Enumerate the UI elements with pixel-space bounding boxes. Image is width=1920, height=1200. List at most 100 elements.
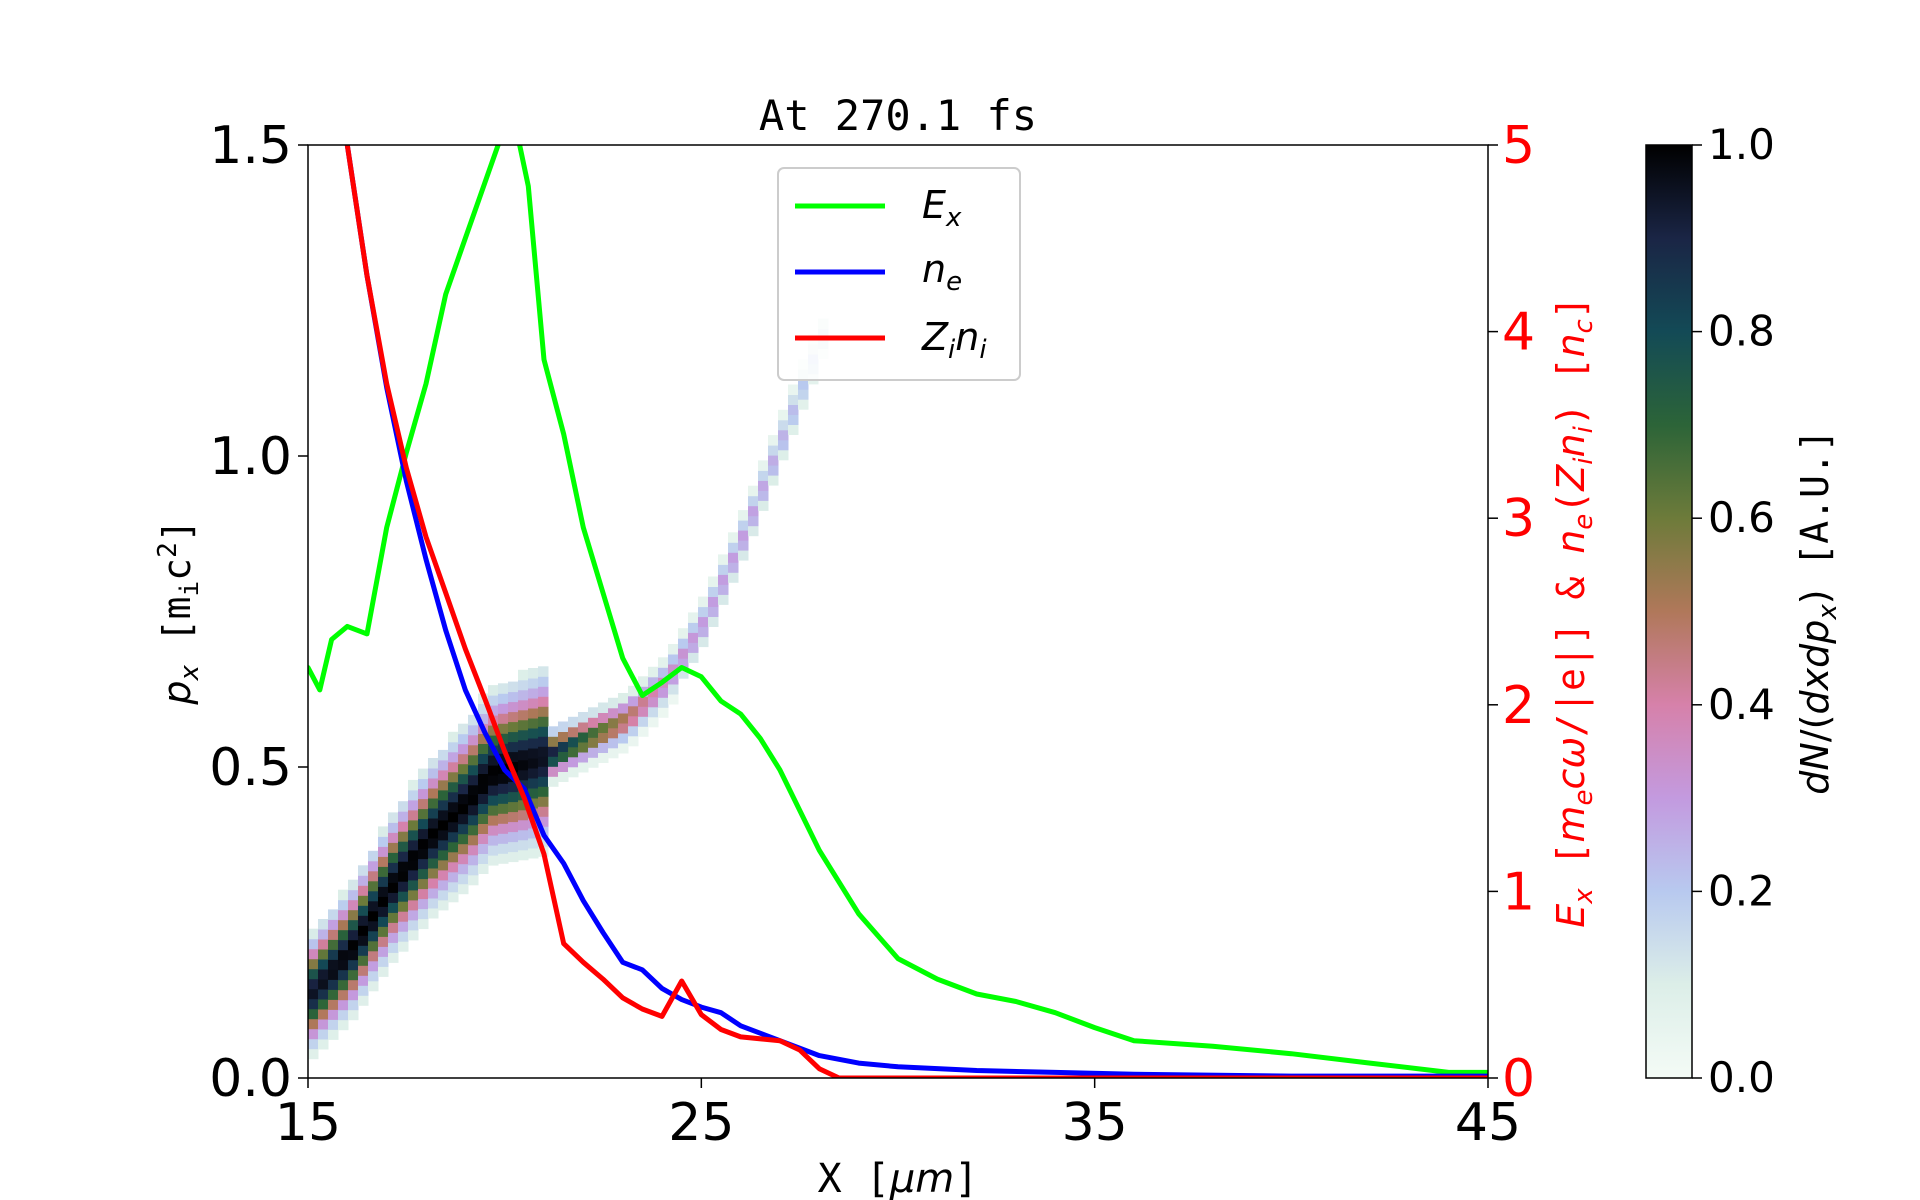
- heatmap-cell: [318, 989, 329, 1000]
- heatmap-cell: [408, 859, 419, 871]
- heatmap-cell: [728, 572, 739, 583]
- heatmap-cell: [478, 853, 489, 864]
- heatmap-cell: [488, 735, 499, 746]
- heatmap-cell: [328, 909, 339, 920]
- heatmap-cell: [328, 1019, 339, 1030]
- heatmap-cell: [498, 823, 509, 834]
- heatmap-cell: [348, 889, 359, 901]
- heatmap-cell: [378, 916, 389, 927]
- heatmap-cell: [448, 871, 459, 883]
- heatmap-cell: [428, 758, 439, 769]
- heatmap-cell: [788, 414, 799, 425]
- heatmap-cell: [348, 879, 359, 891]
- heatmap-cell: [778, 419, 789, 431]
- heatmap-cell: [628, 735, 639, 747]
- heatmap-cell: [418, 768, 429, 780]
- heatmap-cell: [518, 809, 529, 821]
- heatmap-cell: [388, 892, 399, 903]
- heatmap-cell: [368, 850, 379, 862]
- heatmap-cell: [308, 988, 319, 1000]
- heatmap-cell: [788, 384, 799, 395]
- heatmap-cell: [408, 809, 419, 821]
- heatmap-cell: [698, 596, 709, 608]
- heatmap-cell: [418, 888, 429, 900]
- heatmap-cell: [538, 726, 549, 737]
- heatmap-cell: [398, 941, 409, 952]
- heatmap-cell: [508, 781, 519, 793]
- heatmap-cell: [328, 929, 339, 940]
- heatmap-cell: [468, 774, 479, 786]
- heatmap-cell: [398, 821, 409, 832]
- heatmap-cell: [328, 979, 339, 990]
- heatmap-cell: [368, 970, 379, 982]
- heatmap-cell: [398, 891, 409, 902]
- heatmap-cell: [638, 686, 649, 697]
- heatmap-cell: [538, 756, 549, 767]
- heatmap-cell: [758, 480, 769, 491]
- heatmap-cell: [468, 784, 479, 796]
- heatmap-cell: [608, 727, 619, 739]
- heatmap-cell: [428, 838, 439, 849]
- heatmap-cell: [348, 919, 359, 931]
- heatmap-cell: [488, 685, 499, 696]
- heatmap-cell: [568, 766, 579, 778]
- heatmap-cell: [348, 899, 359, 911]
- heatmap-cell: [508, 801, 519, 813]
- heatmap-cell: [408, 909, 419, 921]
- heatmap-cell: [528, 758, 539, 769]
- heatmap-cell: [338, 899, 349, 911]
- heatmap-cell: [378, 936, 389, 947]
- heatmap-cell: [418, 858, 429, 870]
- heatmap-cell: [318, 999, 329, 1010]
- heatmap-cell: [458, 773, 469, 785]
- heatmap-cell: [518, 669, 529, 681]
- heatmap-cell: [388, 852, 399, 863]
- heatmap-cell: [388, 872, 399, 883]
- heatmap-cell: [418, 778, 429, 790]
- heatmap-cell: [338, 999, 349, 1011]
- heatmap-cell: [408, 849, 419, 861]
- heatmap-cell: [348, 939, 359, 951]
- heatmap-cell: [638, 726, 649, 737]
- heatmap-cell: [608, 707, 619, 719]
- heatmap-cell: [338, 919, 349, 931]
- heatmap-cell: [328, 1029, 339, 1040]
- heatmap-cell: [378, 906, 389, 917]
- heatmap-cell: [658, 697, 669, 708]
- heatmap-cell: [528, 768, 539, 779]
- heatmap-cell: [578, 762, 589, 773]
- heatmap-cell: [518, 709, 529, 721]
- heatmap-cell: [348, 999, 359, 1011]
- heatmap-cell: [428, 858, 439, 869]
- heatmap-cell: [668, 644, 679, 655]
- heatmap-cell: [308, 948, 319, 960]
- heatmap-cell: [438, 819, 449, 831]
- heatmap-cell: [728, 562, 739, 573]
- heatmap-cell: [768, 465, 779, 476]
- heatmap-cell: [388, 862, 399, 873]
- heatmap-cell: [518, 829, 529, 841]
- heatmap-cell: [348, 909, 359, 921]
- heatmap-cell: [458, 763, 469, 775]
- heatmap-cell: [618, 723, 629, 734]
- heatmap-cell: [538, 696, 549, 707]
- heatmap-cell: [318, 969, 329, 980]
- heatmap-cell: [408, 929, 419, 941]
- heatmap-cell: [398, 921, 409, 932]
- heatmap-cell: [468, 874, 479, 886]
- heatmap-cell: [578, 742, 589, 753]
- heatmap-cell: [448, 751, 459, 763]
- heatmap-cell: [408, 889, 419, 901]
- colorbar-tick-label: 0.6: [1708, 493, 1775, 542]
- colorbar-label: dN/(dxdpx) [A.U.]: [1793, 429, 1843, 794]
- heatmap-cell: [368, 890, 379, 902]
- heatmap-cell: [548, 766, 559, 777]
- heatmap-cell: [678, 658, 689, 669]
- heatmap-cell: [428, 908, 439, 919]
- heatmap-cell: [478, 773, 489, 784]
- heatmap-cell: [548, 776, 559, 787]
- heatmap-cell: [558, 761, 569, 772]
- heatmap-cell: [328, 969, 339, 980]
- x-axis-ticks: 15 25 35 45: [275, 1078, 1521, 1153]
- heatmap-cell: [528, 848, 539, 859]
